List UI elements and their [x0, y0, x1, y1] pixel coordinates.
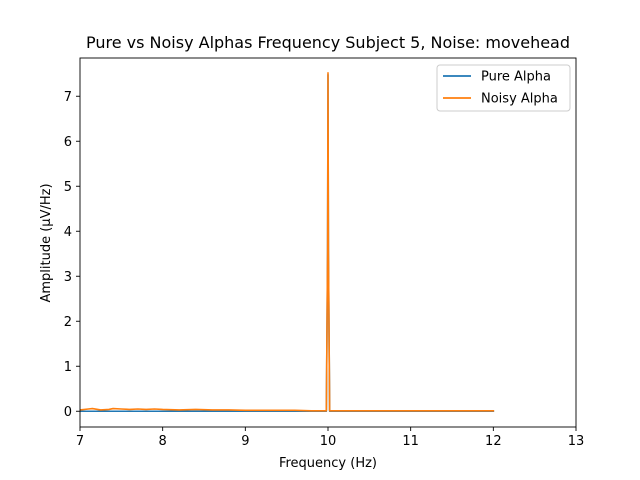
series-line-pure-alpha: [80, 73, 495, 413]
x-tick-label: 11: [402, 434, 419, 449]
legend: Pure Alpha Noisy Alpha: [436, 64, 571, 112]
y-tick-label: 5: [64, 180, 72, 195]
y-tick-label: 2: [64, 315, 72, 330]
x-tick-label: 8: [159, 434, 167, 449]
legend-label: Noisy Alpha: [481, 92, 558, 107]
y-tick-label: 6: [64, 135, 72, 150]
y-axis-label: Amplitude (μV/Hz): [39, 183, 54, 302]
x-tick-label: 12: [485, 434, 502, 449]
x-tick-label: 9: [241, 434, 249, 449]
y-tick-label: 4: [64, 225, 72, 240]
y-tick-label: 7: [64, 90, 72, 105]
y-tick-label: 0: [64, 405, 72, 420]
y-tick-label: 1: [64, 360, 72, 375]
series-line-noisy-alpha: [80, 72, 495, 412]
legend-label: Pure Alpha: [481, 70, 551, 85]
x-tick-label: 7: [76, 434, 84, 449]
y-tick-label: 3: [64, 270, 72, 285]
x-tick-label: 10: [320, 434, 337, 449]
chart-title: Pure vs Noisy Alphas Frequency Subject 5…: [86, 33, 570, 52]
x-tick-label: 13: [568, 434, 585, 449]
x-axis-label: Frequency (Hz): [279, 456, 377, 471]
series-group: [80, 72, 495, 413]
